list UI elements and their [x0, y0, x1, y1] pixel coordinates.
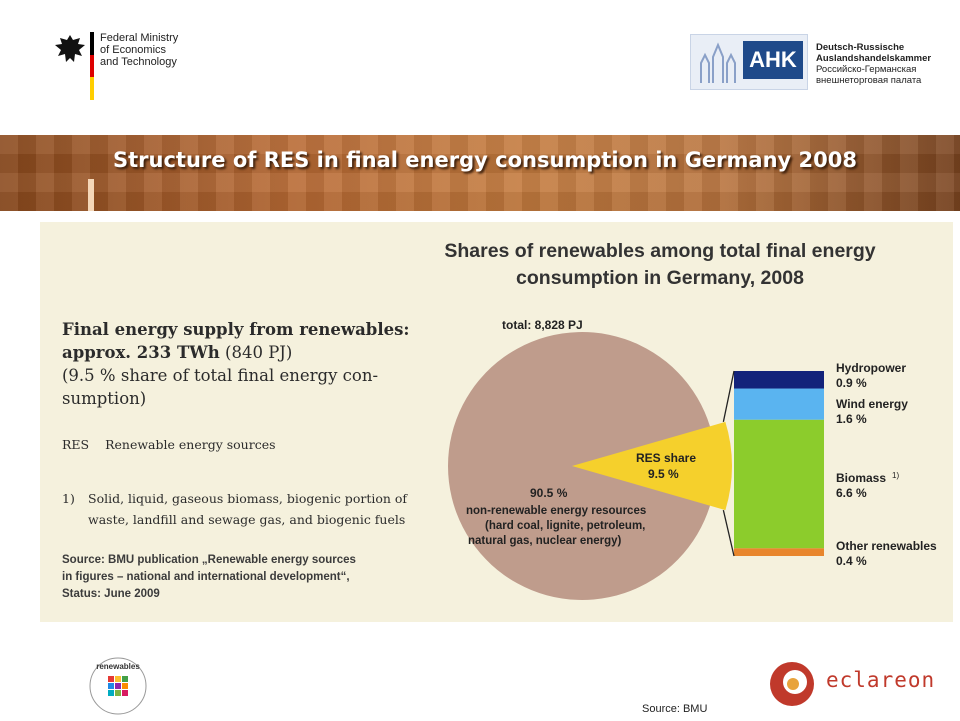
- ahk-line: Auslandshandelskammer: [816, 53, 932, 64]
- bar-value: 0.9 %: [836, 376, 867, 390]
- ahk-chamber-name: Deutsch-Russische Auslandshandelskammer …: [816, 42, 946, 86]
- ministry-line: of Economics: [100, 44, 167, 56]
- res-share-label: RES share: [636, 451, 696, 465]
- bar-value: 1.6 %: [836, 412, 867, 426]
- page-title: Structure of RES in final energy consump…: [113, 148, 857, 172]
- supply-summary: Final energy supply from renewables: app…: [62, 318, 432, 410]
- res-abbreviation: RES: [62, 437, 90, 452]
- slide-source: Source: BMU: [642, 703, 708, 715]
- bar-segment-hydropower: [734, 371, 824, 389]
- bar-segment-biomass: [734, 419, 824, 549]
- bar-label: Biomass: [836, 471, 886, 485]
- pie-slice-res-share: [572, 421, 732, 511]
- supply-pj: (840 PJ): [219, 343, 293, 362]
- ahk-logo-box: AHK: [690, 34, 808, 90]
- ahk-line: внешнеторговая палата: [816, 75, 922, 86]
- supply-line: (9.5 % share of total final energy con-: [62, 366, 379, 385]
- chart-title: Shares of renewables among total final e…: [430, 238, 890, 292]
- connector-line-bottom: [722, 509, 735, 557]
- source-line: Source: BMU publication „Renewable energ…: [62, 554, 356, 566]
- non-renewable-label: (hard coal, lignite, petroleum,: [485, 520, 645, 532]
- german-flag-stripe: [90, 32, 94, 100]
- figure-panel: total: 8,828 PJ RES share 9.5 % 90.5 % non-r…: [40, 222, 953, 622]
- bar-segment-other-renewables: [734, 548, 824, 556]
- source-line: Status: June 2009: [62, 588, 160, 600]
- bar-value: 6.6 %: [836, 486, 867, 500]
- non-renewable-label: natural gas, nuclear energy): [468, 535, 622, 547]
- connector-line-top: [722, 370, 735, 423]
- footnote-number: 1): [62, 491, 75, 506]
- bar-label: Hydropower: [836, 361, 906, 375]
- supply-amount: approx. 233 TWh: [62, 343, 220, 362]
- banner-accent-bar: [88, 179, 94, 211]
- res-meaning: Renewable energy sources: [105, 437, 276, 452]
- renewables-logo-text: renewables: [96, 662, 140, 671]
- ministry-line: Federal Ministry: [100, 32, 179, 44]
- footnote-text: Solid, liquid, gaseous biomass, biogenic…: [88, 491, 408, 527]
- ministry-logo: Federal Ministry of Economics and Techno…: [52, 30, 192, 102]
- bar-label: Other renewables: [836, 539, 937, 553]
- renewables-globe-icon: renewables: [89, 657, 147, 715]
- eclareon-wordmark: eclareon: [826, 668, 936, 692]
- bar-segment-wind-energy: [734, 388, 824, 420]
- renewables-made-in-germany-logo: renewables: [86, 656, 150, 716]
- chart-title-line: consumption in Germany, 2008: [516, 267, 804, 289]
- res-definition: RES Renewable energy sources: [62, 437, 442, 452]
- federal-eagle-icon: [55, 35, 85, 62]
- ahk-line: Российско-Германская: [816, 64, 917, 75]
- kremlin-tower-icon: [700, 42, 736, 83]
- chart-title-line: Shares of renewables among total final e…: [444, 240, 876, 262]
- source-line: in figures – national and international …: [62, 571, 350, 583]
- figure-source: Source: BMU publication „Renewable energ…: [62, 552, 402, 603]
- non-renewable-label: non-renewable energy resources: [466, 505, 646, 517]
- bar-label: Wind energy: [836, 397, 908, 411]
- pie-total-label: total: 8,828 PJ: [502, 318, 583, 332]
- chart-canvas: total: 8,828 PJ RES share 9.5 % 90.5 % non-r…: [448, 318, 937, 601]
- eclareon-swirl-icon: [770, 662, 814, 706]
- res-share-value: 9.5 %: [648, 467, 679, 481]
- ministry-line: and Technology: [100, 56, 177, 68]
- ministry-name: Federal Ministry of Economics and Techno…: [100, 32, 200, 68]
- bar-value: 0.4 %: [836, 554, 867, 568]
- title-banner: [0, 135, 960, 211]
- ahk-line: Deutsch-Russische: [816, 42, 905, 53]
- ahk-logo: AHK Deutsch-Russische Auslandshandelskam…: [690, 34, 940, 90]
- ahk-badge: AHK: [743, 41, 803, 79]
- supply-line: Final energy supply from renewables:: [62, 320, 410, 339]
- non-renewable-value: 90.5 %: [530, 486, 568, 500]
- eclareon-logo: eclareon: [768, 660, 934, 708]
- supply-line: sumption): [62, 389, 147, 408]
- bar-footnote: 1): [892, 471, 899, 480]
